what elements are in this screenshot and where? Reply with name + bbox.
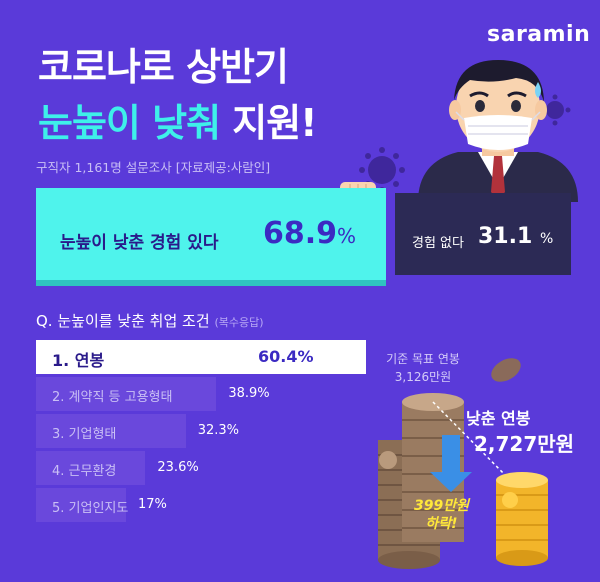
gold-coin-stack-icon	[496, 472, 548, 566]
bar-value-5: 17%	[138, 497, 167, 512]
bar-value-1: 60.4%	[258, 347, 314, 366]
experience-yes-box	[36, 188, 386, 280]
bar-value-4: 23.6%	[157, 460, 199, 475]
bar-2	[36, 377, 217, 411]
base-salary-value: 3,126만원	[394, 370, 452, 384]
page-title-line2: 눈높이 낮춰 지원!	[38, 92, 318, 147]
conditions-bar-chart: 1. 연봉 60.4% 2. 계약직 등 고용형태 38.9% 3. 기업형태 32.3%…	[36, 340, 366, 560]
coin-stacks-illustration	[378, 358, 548, 569]
dashed-connector	[432, 401, 511, 481]
bar-5	[36, 488, 126, 522]
experience-yes-label: 눈높이 낮춘 경험 있다	[60, 233, 219, 253]
experience-yes-number: 68.9	[263, 216, 338, 251]
bar-4	[36, 451, 146, 485]
page-title-line1: 코로나로 상반기	[38, 45, 289, 89]
salary-drop-text: 하락!	[425, 516, 458, 532]
percent-sign: %	[539, 231, 554, 247]
title-highlight: 눈높이 낮춰	[38, 101, 221, 145]
salary-drop-label: 399만원 하락!	[414, 497, 469, 533]
title-rest: 지원!	[232, 101, 317, 145]
experience-no-label: 경험 없다	[412, 236, 464, 251]
lowered-salary-title: 낮춘 연봉	[466, 409, 531, 428]
experience-no-number: 31.1	[478, 224, 533, 249]
experience-no-box	[395, 193, 571, 275]
base-salary-label: 기준 목표 연봉 3,126만원	[368, 350, 478, 386]
bar-label-5: 5. 기업인지도	[52, 501, 129, 516]
brand-logo: saramin	[487, 22, 591, 47]
bar-label-4: 4. 근무환경	[52, 464, 117, 479]
lowered-salary-value: 2,727만원	[474, 432, 575, 456]
percent-sign: %	[337, 224, 357, 248]
bar-value-3: 32.3%	[197, 423, 240, 438]
down-arrow-icon	[430, 435, 472, 492]
base-salary-title: 기준 목표 연봉	[386, 352, 460, 366]
bar-3	[36, 414, 186, 448]
chart-subtitle: (복수응답)	[214, 316, 264, 329]
bar-label-3: 3. 기업형태	[52, 427, 117, 442]
experience-yes-value: 68.9%	[263, 216, 356, 251]
bar-label-1: 1. 연봉	[52, 351, 105, 370]
worried-person-illustration	[418, 60, 578, 202]
salary-drop-amount: 399만원	[414, 498, 469, 514]
chart-title-text: Q. 눈높이를 낮춘 취업 조건	[36, 312, 210, 330]
coin-icon	[491, 358, 521, 382]
bar-label-2: 2. 계약직 등 고용형태	[52, 390, 173, 405]
chart-title: Q. 눈높이를 낮춘 취업 조건 (복수응답)	[36, 310, 264, 331]
bar-value-2: 38.9%	[228, 386, 270, 401]
virus-icon	[539, 94, 571, 126]
bar-1	[36, 340, 366, 374]
tall-coin-stack-icon	[378, 393, 464, 569]
experience-no-value: 31.1 %	[478, 224, 553, 249]
survey-note: 구직자 1,161명 설문조사 [자료제공:사람인]	[36, 160, 271, 175]
